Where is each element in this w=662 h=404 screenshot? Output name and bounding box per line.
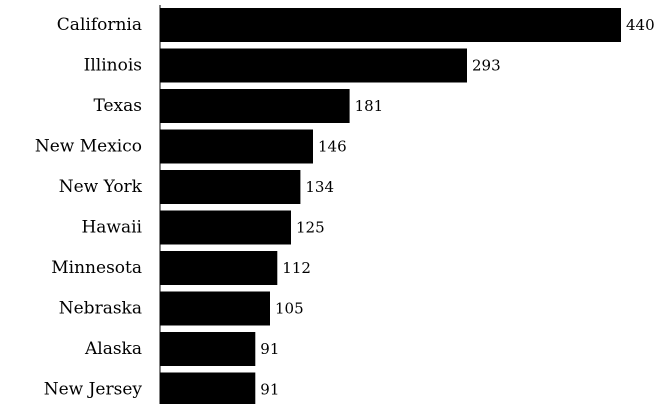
category-label-minnesota: Minnesota bbox=[51, 258, 142, 278]
bar-hawaii bbox=[160, 210, 291, 245]
category-label-alaska: Alaska bbox=[84, 339, 142, 359]
value-label-hawaii: 125 bbox=[296, 219, 325, 237]
value-label-texas: 181 bbox=[355, 97, 384, 115]
bar-new-jersey bbox=[160, 372, 256, 404]
category-labels: California Illinois Texas New Mexico New Yor… bbox=[35, 15, 143, 400]
value-label-nebraska: 105 bbox=[275, 300, 304, 318]
category-label-illinois: Illinois bbox=[84, 56, 142, 76]
category-label-hawaii: Hawaii bbox=[81, 218, 142, 238]
category-label-new-york: New York bbox=[59, 177, 143, 197]
bar-new-york bbox=[160, 170, 301, 204]
bar-texas bbox=[160, 89, 350, 123]
bar-nebraska bbox=[160, 291, 270, 326]
value-label-new-jersey: 91 bbox=[260, 381, 279, 399]
value-label-minnesota: 112 bbox=[282, 259, 311, 277]
value-label-new-mexico: 146 bbox=[318, 138, 347, 156]
category-label-nebraska: Nebraska bbox=[59, 299, 142, 319]
bar-minnesota bbox=[160, 251, 278, 285]
value-label-new-york: 134 bbox=[305, 178, 334, 196]
category-label-california: California bbox=[57, 15, 142, 35]
bar-illinois bbox=[160, 48, 467, 83]
value-label-california: 440 bbox=[626, 16, 655, 34]
bar-new-mexico bbox=[160, 129, 313, 164]
value-label-illinois: 293 bbox=[472, 57, 501, 75]
bar-alaska bbox=[160, 332, 256, 366]
category-label-new-jersey: New Jersey bbox=[44, 380, 143, 400]
bar-california bbox=[160, 8, 621, 42]
category-label-new-mexico: New Mexico bbox=[35, 137, 142, 157]
category-label-texas: Texas bbox=[93, 96, 142, 116]
value-labels: 440 293 181 146 134 125 112 105 91 91 bbox=[260, 16, 654, 399]
bars-layer bbox=[160, 8, 621, 404]
value-label-alaska: 91 bbox=[260, 340, 279, 358]
